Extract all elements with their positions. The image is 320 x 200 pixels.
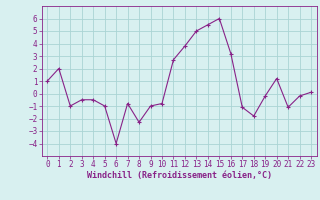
X-axis label: Windchill (Refroidissement éolien,°C): Windchill (Refroidissement éolien,°C) xyxy=(87,171,272,180)
